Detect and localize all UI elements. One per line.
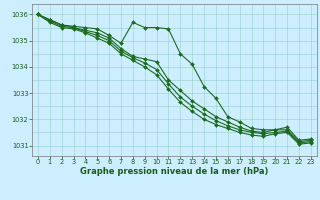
X-axis label: Graphe pression niveau de la mer (hPa): Graphe pression niveau de la mer (hPa) [80, 167, 268, 176]
